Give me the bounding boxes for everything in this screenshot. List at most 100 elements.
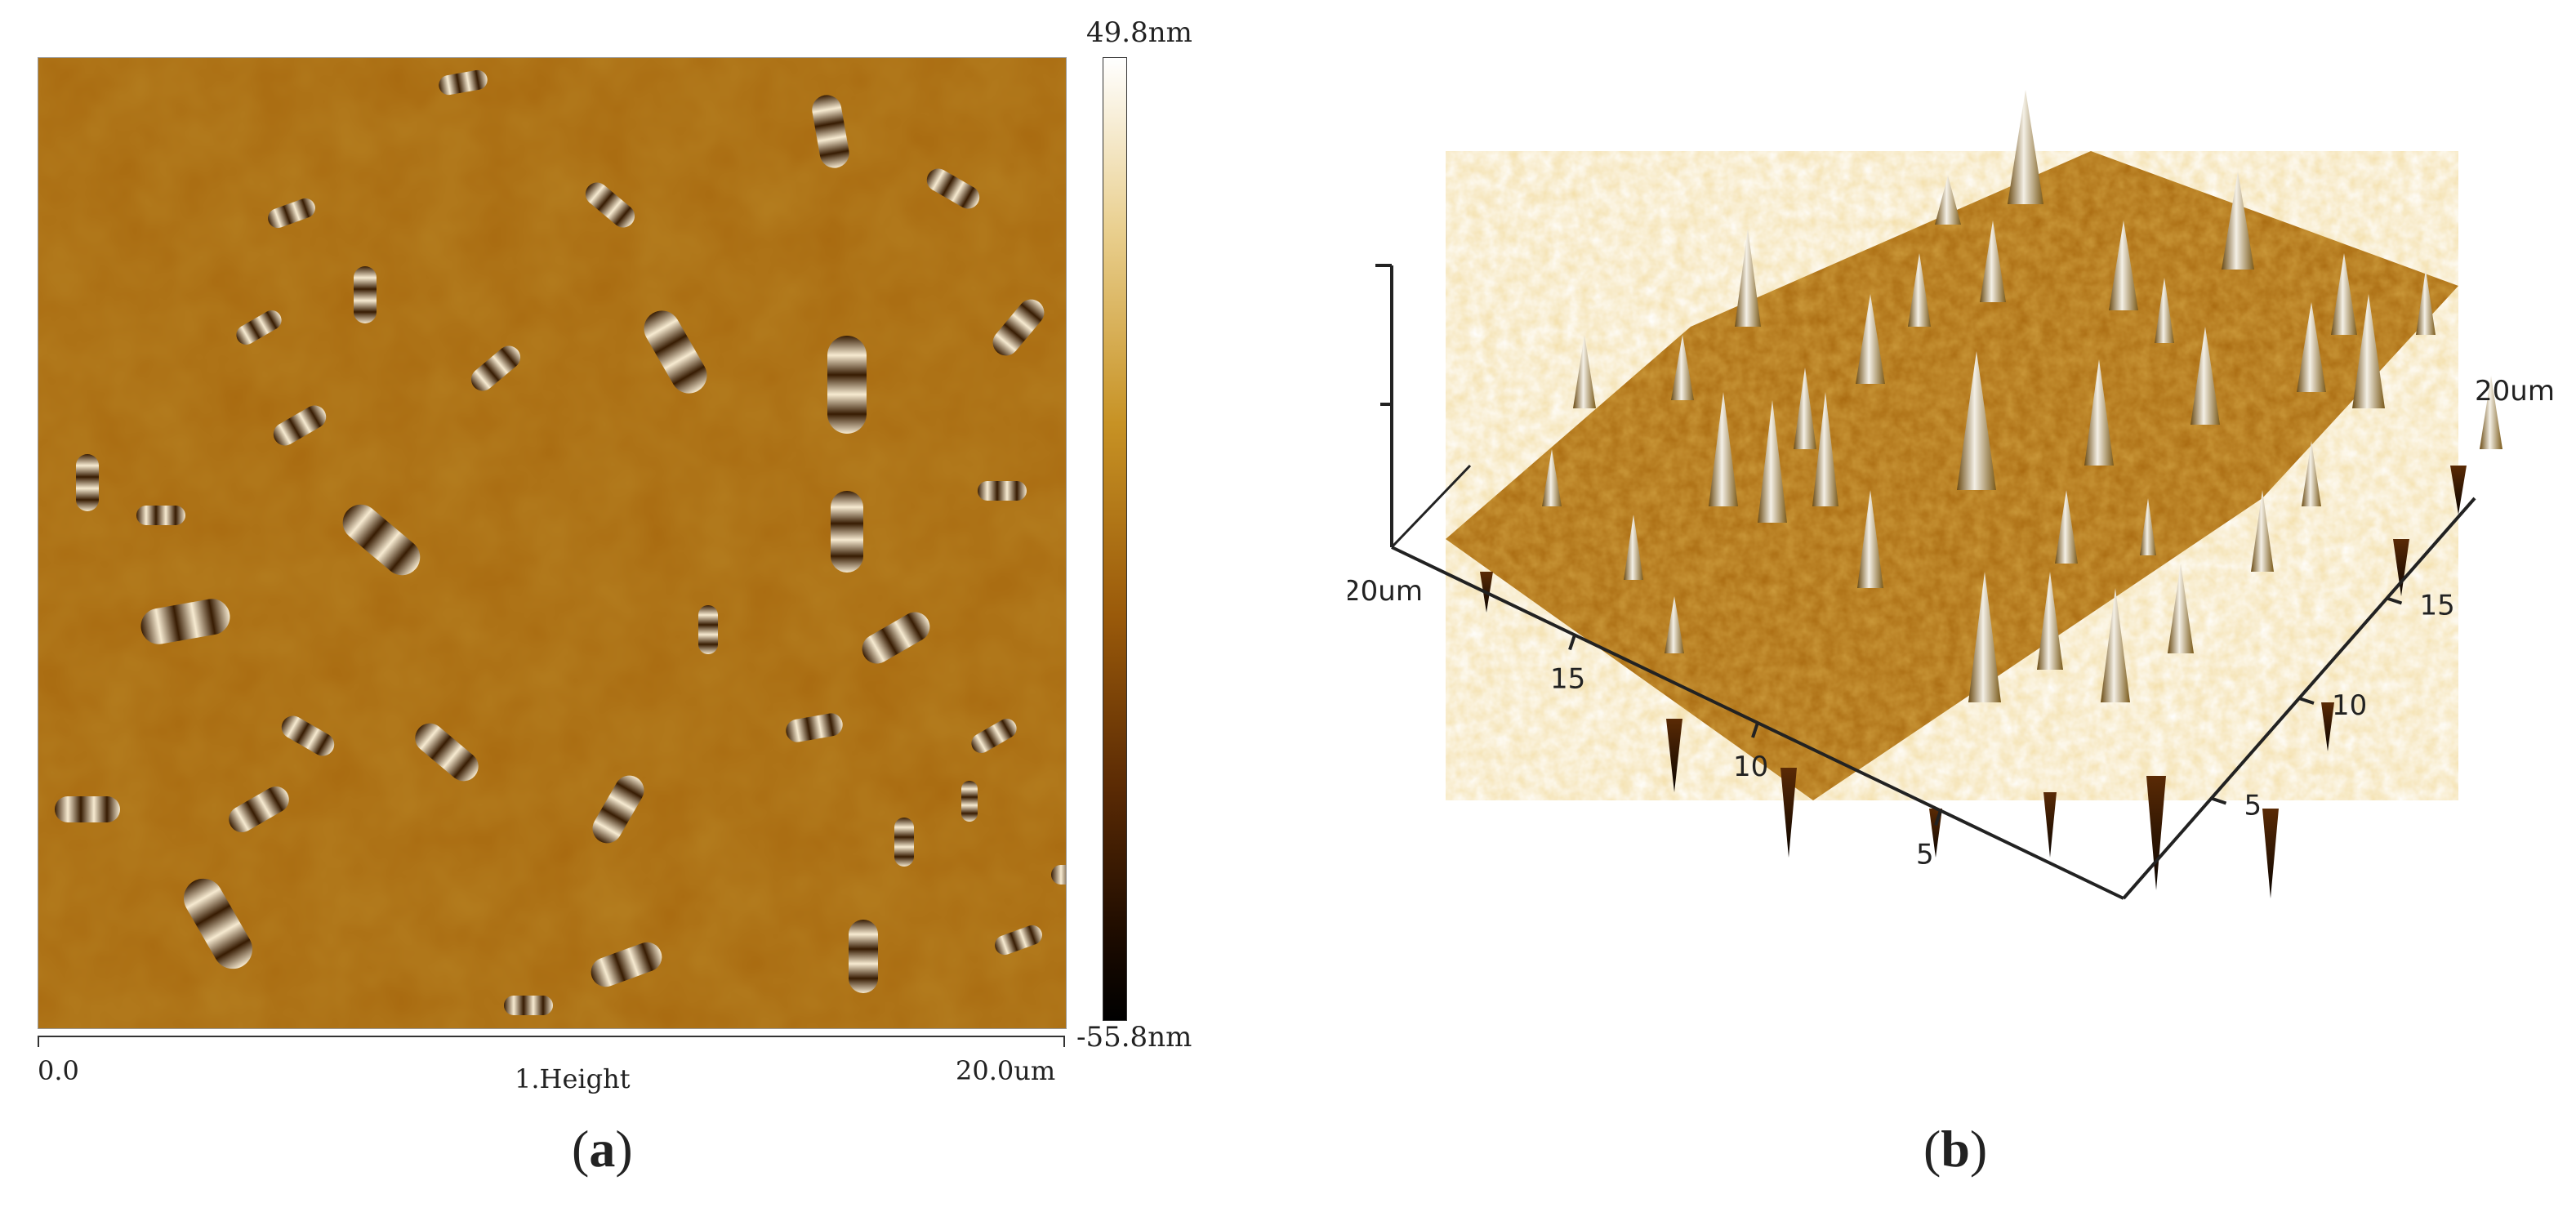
surface-pit (2262, 809, 2279, 898)
defect-fringe (591, 942, 662, 987)
x-axis-tick-mark (1751, 722, 1759, 738)
x-axis-tick-mark (1568, 634, 1576, 651)
defect-fringe (229, 787, 289, 832)
y-axis-tick-label: 15 (2420, 590, 2455, 622)
surface-peak (2302, 441, 2321, 506)
surface-peak (2297, 302, 2326, 392)
surface-peak (1665, 596, 1684, 653)
defect-fringe (504, 996, 553, 1015)
defect-fringe (894, 818, 914, 867)
surface-peak (2251, 490, 2274, 572)
scale-title-label: 1.Height (515, 1063, 631, 1094)
surface-pit (1666, 719, 1682, 792)
defect-fringe (698, 605, 718, 654)
surface-peak (1908, 253, 1931, 327)
peak-group (1542, 90, 2502, 702)
x-axis-tick-label: 20um (1348, 575, 1423, 608)
surface-pit (2043, 792, 2057, 858)
x-axis-tick-label: 15 (1550, 663, 1585, 696)
surface-peak (1624, 515, 1643, 580)
afm-height-image-graphic (38, 58, 1066, 1028)
surface-pit (1780, 768, 1797, 858)
x-axis-tick-label: 10 (1733, 751, 1768, 783)
surface-texture (1446, 151, 2458, 800)
defect-fringe (862, 612, 930, 664)
defect-fringe (136, 506, 185, 525)
scale-start-label: 0.0 (38, 1055, 79, 1086)
surface-peak (1735, 229, 1761, 327)
surface-peak (1935, 176, 1961, 225)
surface-peak (1573, 335, 1596, 408)
caption-b-close: ) (1969, 1120, 1988, 1178)
afm-3d-surface: 20um 15 10 5 20um 15 10 5 (1343, 82, 2556, 1029)
defect-fringe (1051, 865, 1066, 885)
surface-peak (2190, 327, 2220, 425)
caption-a: (a) (572, 1119, 633, 1179)
defect-fringe (439, 69, 488, 96)
surface-peak (1980, 221, 2006, 302)
defect-fringe-group (55, 69, 1066, 1015)
surface-peak (1957, 351, 1996, 490)
defect-fringe (926, 168, 980, 209)
surface-peak (1671, 335, 1694, 400)
defect-fringe (812, 95, 849, 168)
surface-pit (2393, 539, 2409, 596)
surface-pit (2450, 466, 2467, 515)
defect-fringe (470, 345, 521, 391)
colorbar-max-label: 49.8nm (1086, 16, 1192, 49)
defect-fringe (971, 719, 1017, 753)
y-axis-tick-mark (2298, 697, 2315, 705)
surface-pit (2146, 776, 2166, 890)
defect-fringe (342, 504, 421, 576)
defect-fringe (992, 299, 1045, 356)
defect-fringe (585, 182, 635, 228)
afm-3d-surface-graphic: 20um 15 10 5 20um 15 10 5 (1343, 90, 2555, 900)
colorbar-min-label: -55.8nm (1076, 1021, 1192, 1054)
defect-fringe (827, 336, 867, 434)
scale-end-label: 20.0um (956, 1055, 1056, 1086)
surface-peak (1812, 392, 1838, 506)
defect-fringe (236, 310, 282, 345)
caption-b-letter: b (1941, 1120, 1970, 1178)
defect-fringe (415, 723, 479, 782)
surface-peak (1794, 368, 1816, 449)
surface-peak (2331, 253, 2357, 335)
surface-peak (2008, 90, 2043, 204)
surface-peak (2222, 172, 2254, 270)
defect-fringe (961, 781, 978, 822)
surface-peak (1857, 490, 1883, 588)
caption-a-open: ( (572, 1120, 590, 1178)
surface-pit (2321, 702, 2334, 751)
y-axis-ticks: 20um 15 10 5 (2210, 375, 2555, 822)
defect-fringe (76, 454, 99, 511)
surface-peak (2084, 359, 2114, 466)
surface-peak (2480, 376, 2502, 449)
surface-peak (2037, 572, 2063, 670)
surface-peak (2352, 294, 2385, 408)
defect-fringe (592, 775, 644, 844)
defect-fringe (273, 405, 327, 446)
surface-peak (1758, 400, 1787, 523)
defect-fringe (786, 713, 843, 742)
caption-a-letter: a (589, 1120, 616, 1178)
surface-peak (2140, 498, 2156, 555)
x-axis-ticks: 20um 15 10 5 (1343, 575, 1942, 871)
surface-peak (2155, 278, 2174, 343)
caption-b: (b) (1923, 1119, 1987, 1179)
afm-height-image (38, 57, 1067, 1029)
defect-fringe (281, 715, 335, 756)
height-colorbar (1103, 57, 1127, 1021)
defect-fringe (55, 796, 120, 822)
surface-peak (2168, 564, 2194, 653)
scale-bar (38, 1036, 1065, 1047)
defect-fringe (268, 198, 315, 229)
y-axis-tick-label: 20um (2475, 375, 2555, 408)
defect-fringe (183, 878, 252, 969)
surface-pit (1929, 809, 1942, 858)
caption-b-open: ( (1923, 1120, 1941, 1178)
surface-peak (1709, 392, 1738, 506)
surface-peak (1856, 294, 1885, 384)
x-axis-tick-mark (1934, 809, 1942, 827)
y-axis-tick-label: 10 (2332, 689, 2367, 722)
surface-peak (1968, 572, 2001, 702)
